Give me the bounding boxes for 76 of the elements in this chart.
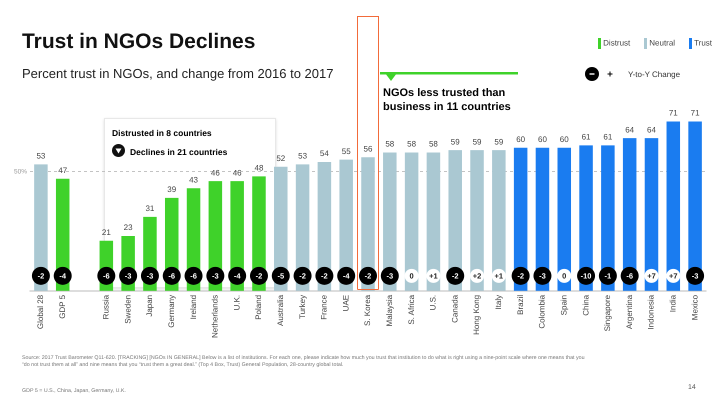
x-tick-label: Japan (145, 294, 154, 317)
data-label: 46 (210, 168, 220, 178)
bar (492, 150, 506, 291)
legend-label: Trust (693, 38, 712, 49)
x-tick-label: Colombia (538, 294, 547, 329)
data-label: 59 (472, 137, 482, 146)
data-label: 64 (625, 125, 635, 134)
x-tick-label: S. Korea (363, 294, 372, 326)
x-tick-label: Germany (166, 294, 176, 328)
data-label: 60 (516, 134, 526, 144)
x-tick-label: Malaysia (385, 294, 394, 326)
x-tick-label: Ireland (188, 294, 198, 320)
data-label: 46 (232, 168, 242, 178)
x-tick-label: Singapore (603, 294, 612, 332)
legend-label: Neutral (648, 38, 676, 49)
x-tick-label: China (581, 294, 590, 316)
x-tick-label: Netherlands (210, 294, 220, 338)
x-tick-label: S. Africa (406, 294, 416, 325)
x-tick-label: Argentina (624, 294, 634, 330)
text: Y-to-Y Change (628, 70, 680, 79)
chart-subtitle: Percent trust in NGOs, and change from 2016 to 2017 (22, 66, 334, 81)
data-label: 47 (58, 166, 68, 175)
bar (558, 148, 572, 291)
bar (404, 152, 418, 291)
bar (644, 138, 658, 291)
x-tick-label: Global 28 (36, 294, 46, 330)
x-tick-label: U.K. (232, 294, 242, 310)
data-label: 23 (124, 223, 134, 232)
x-tick-label: Canada (450, 294, 460, 323)
x-tick-label: UAE (341, 294, 350, 312)
legend-label: Distrust (602, 38, 630, 49)
text: NGOs less trusted than business in 11 countries (383, 86, 512, 114)
data-label: 54 (320, 149, 330, 158)
data-label: 61 (603, 132, 613, 142)
data-label: 71 (690, 108, 700, 118)
annotation: Distrusted in 8 countries (112, 128, 212, 138)
data-label: 21 (102, 228, 112, 237)
x-tick-label: Italy (494, 294, 504, 310)
data-label: 59 (494, 137, 504, 146)
x-tick-label: Poland (254, 294, 264, 320)
data-label: 31 (145, 204, 155, 214)
x-tick-label: Brazil (516, 294, 525, 315)
x-tick-label: Hong Kong (472, 294, 482, 335)
x-tick-label: Indonesia (646, 294, 656, 330)
data-label: 58 (385, 140, 395, 149)
data-label: 58 (428, 140, 438, 149)
chart-title: Trust in NGOs Declines (22, 30, 256, 54)
data-label: 71 (668, 108, 678, 118)
data-label: 53 (36, 152, 46, 161)
bar (470, 150, 484, 291)
data-label: 43 (189, 175, 199, 184)
x-tick-label: U.S. (428, 294, 438, 310)
x-tick-label: GDP 5 (58, 294, 67, 319)
data-label: 58 (407, 140, 417, 149)
x-tick-label: France (320, 294, 329, 320)
data-label: 61 (582, 132, 592, 142)
data-label: 48 (254, 164, 264, 173)
data-label: 56 (364, 144, 373, 154)
x-tick-label: Spain (559, 294, 568, 316)
x-tick-label: Russia (102, 294, 111, 320)
x-tick-label: Mexico (690, 294, 700, 320)
data-label: 59 (450, 137, 460, 146)
data-label: 60 (560, 134, 570, 144)
data-label: 60 (538, 134, 548, 144)
x-tick-label: Sweden (123, 294, 132, 324)
data-label: 39 (167, 185, 177, 194)
data-label: 53 (298, 152, 308, 161)
bar (426, 152, 440, 291)
annotation: Declines in 21 countries (130, 147, 228, 157)
data-label: 64 (647, 125, 656, 134)
data-label: 52 (276, 154, 286, 164)
x-tick-label: Turkey (298, 294, 307, 320)
data-label: 55 (342, 146, 352, 156)
bar (666, 121, 680, 291)
x-tick-label: Australia (276, 294, 285, 326)
x-tick-label: India (668, 294, 678, 312)
